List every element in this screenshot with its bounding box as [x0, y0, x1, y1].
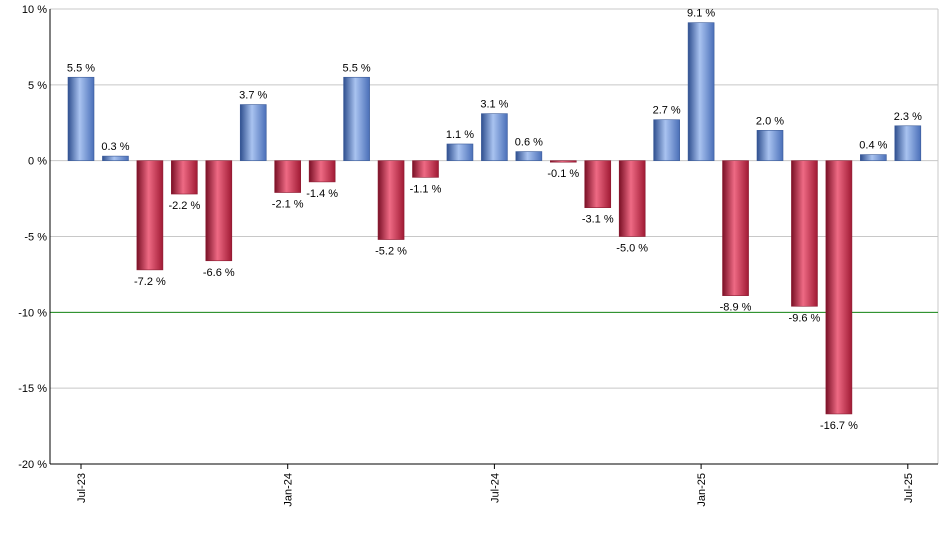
data-label: -16.7 %	[820, 420, 858, 432]
data-label: 3.7 %	[239, 90, 267, 102]
bar-negative	[791, 160, 818, 307]
bar-negative	[618, 160, 646, 237]
y-tick-label: -20 %	[18, 459, 47, 471]
data-label: -3.1 %	[582, 214, 614, 226]
bar-positive	[239, 104, 267, 161]
data-label: -5.2 %	[375, 246, 407, 258]
bar-negative	[205, 160, 233, 262]
bar-negative	[308, 160, 336, 183]
bar-positive	[446, 143, 474, 161]
data-label: 1.1 %	[446, 129, 474, 141]
y-tick-label: 5 %	[28, 80, 47, 92]
bar-positive	[515, 151, 543, 161]
bar-positive	[481, 113, 508, 161]
bar-positive	[102, 155, 129, 161]
bar-negative	[377, 160, 405, 240]
data-label: 0.3 %	[101, 141, 129, 153]
bar-positive	[687, 22, 715, 161]
bar-positive	[860, 154, 887, 161]
axes: 10 % 5 % 0 % -5 % -10 % -15 % -20 % Jul-23 Jan-2…	[18, 4, 938, 507]
x-tick-label: Jan-24	[283, 473, 295, 507]
data-label: -2.2 %	[168, 200, 200, 212]
data-label: -9.6 %	[789, 312, 821, 324]
bar-positive	[756, 130, 784, 161]
data-label: -1.4 %	[306, 188, 338, 200]
bars	[67, 22, 922, 415]
bar-negative	[722, 160, 749, 296]
bar-positive	[343, 76, 370, 161]
data-labels: 5.5 %0.3 %-7.2 %-2.2 %-6.6 %3.7 %-2.1 %-…	[67, 8, 922, 432]
data-label: -7.2 %	[134, 276, 166, 288]
data-label: 2.0 %	[756, 115, 784, 127]
data-label: -5.0 %	[616, 243, 648, 255]
y-tick-label: 0 %	[28, 156, 47, 168]
y-tick-label: -15 %	[18, 383, 47, 395]
x-tick-label: Jan-25	[696, 473, 708, 507]
data-label: 2.3 %	[894, 111, 922, 123]
data-label: -2.1 %	[272, 199, 304, 211]
x-tick-label: Jul-25	[903, 473, 915, 503]
data-label: -0.1 %	[547, 168, 579, 180]
bar-negative	[825, 160, 853, 415]
y-tick-label: 10 %	[22, 4, 47, 16]
y-tick-label: -10 %	[18, 307, 47, 319]
bar-negative	[412, 160, 439, 178]
x-tick-label: Jul-24	[489, 473, 501, 503]
data-label: 0.6 %	[515, 137, 543, 149]
bar-negative	[136, 160, 164, 271]
data-label: 3.1 %	[480, 99, 508, 111]
data-label: 5.5 %	[343, 62, 371, 74]
data-label: -6.6 %	[203, 267, 235, 279]
bar-positive	[653, 119, 680, 161]
bar-negative	[584, 160, 612, 208]
y-tick-label: -5 %	[24, 232, 47, 244]
bar-negative	[274, 160, 302, 193]
data-label: -8.9 %	[720, 302, 752, 314]
data-label: 2.7 %	[653, 105, 681, 117]
x-tick-label: Jul-23	[76, 473, 88, 503]
data-label: -1.1 %	[410, 183, 442, 195]
data-label: 5.5 %	[67, 62, 95, 74]
bar-negative	[549, 160, 577, 163]
data-label: 0.4 %	[859, 140, 887, 152]
bar-negative	[171, 160, 198, 195]
data-label: 9.1 %	[687, 8, 715, 20]
bar-positive	[67, 76, 95, 161]
bar-positive	[894, 125, 922, 161]
